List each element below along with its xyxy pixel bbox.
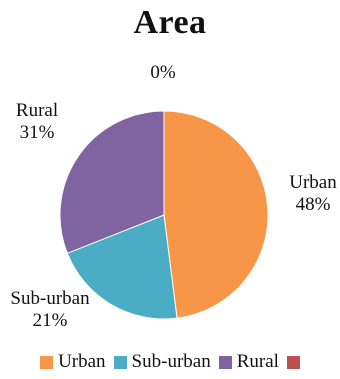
pie-slice-urban xyxy=(163,110,269,319)
data-label-unlabeled: 0% xyxy=(150,62,176,83)
legend-swatch xyxy=(286,355,300,369)
pie-labels: Urban 48% Sub-urban 21% Rural 31% 0% xyxy=(10,62,337,331)
legend-swatch xyxy=(40,355,54,369)
pie-slice-rural xyxy=(59,110,165,254)
legend-swatch xyxy=(218,355,232,369)
data-label-sub-urban: Sub-urban 21% xyxy=(10,288,90,331)
chart-legend: Urban Sub-urban Rural xyxy=(0,351,340,373)
legend-item-sub-urban: Sub-urban xyxy=(113,351,211,373)
data-label-rural: Rural 31% xyxy=(16,100,58,143)
legend-label: Rural xyxy=(236,351,279,372)
legend-swatch xyxy=(113,355,127,369)
chart-title: Area xyxy=(133,4,207,41)
legend-item-urban: Urban xyxy=(40,351,106,373)
legend-label: Sub-urban xyxy=(131,351,211,372)
pie-slices xyxy=(59,110,269,320)
legend-label: Urban xyxy=(58,351,106,372)
data-label-urban: Urban 48% xyxy=(289,172,337,215)
pie-slice-sub-urban xyxy=(66,214,178,320)
legend-item-rural: Rural xyxy=(218,351,279,373)
legend-item-unlabeled xyxy=(286,355,300,369)
